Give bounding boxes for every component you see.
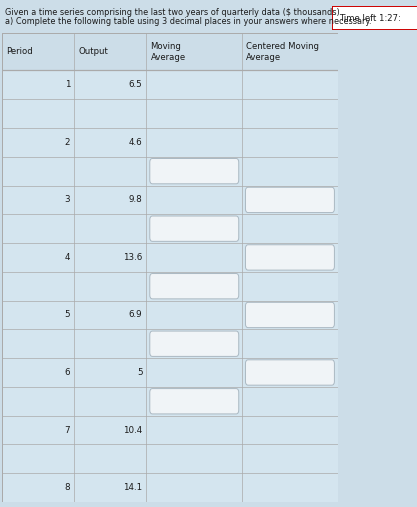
Bar	[2, 387, 338, 416]
Text: Moving
Average: Moving Average	[151, 42, 186, 61]
Bar	[2, 330, 338, 358]
Text: Time left 1:27:: Time left 1:27:	[339, 14, 401, 23]
Text: 6.9: 6.9	[129, 310, 142, 319]
Bar	[2, 473, 338, 502]
Bar	[2, 128, 338, 157]
FancyBboxPatch shape	[246, 302, 334, 328]
Text: 10.4: 10.4	[123, 425, 142, 434]
Bar	[2, 301, 338, 330]
Text: 2: 2	[65, 138, 70, 147]
Text: 4: 4	[65, 253, 70, 262]
Text: 9.8: 9.8	[129, 195, 142, 204]
Text: a) Complete the following table using 3 decimal places in your answers where nec: a) Complete the following table using 3 …	[5, 17, 372, 26]
Text: Given a time series comprising the last two years of quarterly data ($ thousands: Given a time series comprising the last …	[5, 8, 340, 17]
Text: 5: 5	[65, 310, 70, 319]
Bar	[2, 214, 338, 243]
Text: Output: Output	[78, 47, 108, 56]
Text: 1: 1	[65, 80, 70, 89]
Bar	[2, 70, 338, 99]
Text: Period: Period	[6, 47, 33, 56]
Bar	[2, 416, 338, 445]
Text: 8: 8	[65, 483, 70, 492]
Bar	[2, 445, 338, 473]
Bar	[2, 186, 338, 214]
Bar	[2, 157, 338, 186]
FancyBboxPatch shape	[246, 187, 334, 212]
FancyBboxPatch shape	[246, 360, 334, 385]
FancyBboxPatch shape	[150, 274, 239, 299]
Text: 6.5: 6.5	[129, 80, 142, 89]
FancyBboxPatch shape	[150, 159, 239, 184]
Text: 3: 3	[65, 195, 70, 204]
FancyBboxPatch shape	[150, 388, 239, 414]
Text: 5: 5	[137, 368, 142, 377]
FancyBboxPatch shape	[246, 245, 334, 270]
Text: 13.6: 13.6	[123, 253, 142, 262]
Text: 6: 6	[65, 368, 70, 377]
Text: 4.6: 4.6	[129, 138, 142, 147]
Bar	[2, 243, 338, 272]
Bar	[2, 272, 338, 301]
Text: 14.1: 14.1	[123, 483, 142, 492]
FancyBboxPatch shape	[150, 216, 239, 241]
Bar	[2, 99, 338, 128]
Text: Centered Moving
Average: Centered Moving Average	[246, 42, 319, 61]
Text: 7: 7	[65, 425, 70, 434]
FancyBboxPatch shape	[150, 331, 239, 356]
Bar	[2, 358, 338, 387]
